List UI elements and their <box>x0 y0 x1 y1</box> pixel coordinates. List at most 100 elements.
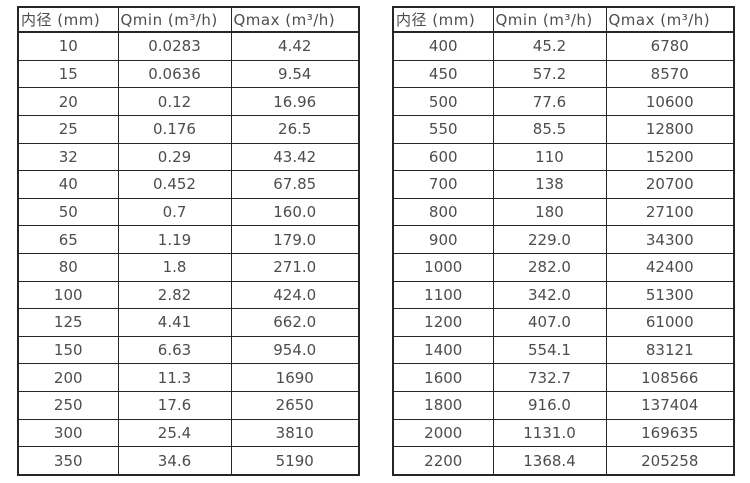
diameter-cell: 15 <box>17 59 119 89</box>
table-row: 550 85.5 12800 <box>392 115 735 144</box>
diameter-cell: 2000 <box>392 418 494 448</box>
table-row: 20 0.12 16.96 <box>17 87 360 116</box>
qmax-cell: 3810 <box>230 418 360 448</box>
qmax-cell: 137404 <box>605 390 735 420</box>
table-row: 350 34.6 5190 <box>17 446 360 476</box>
qmin-cell: 229.0 <box>492 225 607 254</box>
qmin-cell: 554.1 <box>492 335 607 365</box>
qmax-cell: 954.0 <box>230 335 360 365</box>
table-row: 15 0.0636 9.54 <box>17 59 360 89</box>
diameter-cell: 65 <box>17 225 119 254</box>
qmin-cell: 0.176 <box>117 115 232 144</box>
diameter-cell: 1800 <box>392 390 494 420</box>
qmax-cell: 179.0 <box>230 225 360 254</box>
table-row: 600 110 15200 <box>392 142 735 172</box>
qmax-cell: 83121 <box>605 335 735 365</box>
qmin-cell: 85.5 <box>492 115 607 144</box>
header-row: 内径 (mm) Qmin (m³/h) Qmax (m³/h) <box>392 6 735 33</box>
flow-table-large-diameters: 内径 (mm) Qmin (m³/h) Qmax (m³/h) 400 45.2 6780… <box>392 6 735 476</box>
flow-table-small-diameters: 内径 (mm) Qmin (m³/h) Qmax (m³/h) 10 0.0283 4.4… <box>17 6 360 476</box>
table-row: 400 45.2 6780 <box>392 31 735 61</box>
qmax-cell: 67.85 <box>230 170 360 199</box>
qmax-cell: 205258 <box>605 446 735 476</box>
qmin-cell: 138 <box>492 170 607 199</box>
diameter-cell: 350 <box>17 446 119 476</box>
column-header-0: 内径 (mm) <box>17 6 119 33</box>
diameter-cell: 125 <box>17 308 119 337</box>
qmax-cell: 26.5 <box>230 115 360 144</box>
qmin-cell: 0.0636 <box>117 59 232 89</box>
table-row: 2000 1131.0 169635 <box>392 418 735 448</box>
diameter-cell: 100 <box>17 280 119 310</box>
qmin-cell: 407.0 <box>492 308 607 337</box>
table-row: 100 2.82 424.0 <box>17 280 360 310</box>
diameter-cell: 550 <box>392 115 494 144</box>
diameter-cell: 700 <box>392 170 494 199</box>
qmin-cell: 342.0 <box>492 280 607 310</box>
qmax-cell: 20700 <box>605 170 735 199</box>
qmax-cell: 61000 <box>605 308 735 337</box>
qmin-cell: 77.6 <box>492 87 607 116</box>
diameter-cell: 1200 <box>392 308 494 337</box>
diameter-cell: 1000 <box>392 252 494 282</box>
table-row: 450 57.2 8570 <box>392 59 735 89</box>
column-header-2: Qmax (m³/h) <box>605 6 735 33</box>
qmax-cell: 169635 <box>605 418 735 448</box>
table-row: 1000 282.0 42400 <box>392 252 735 282</box>
table-row: 25 0.176 26.5 <box>17 115 360 144</box>
column-header-1: Qmin (m³/h) <box>117 6 232 33</box>
table-row: 1400 554.1 83121 <box>392 335 735 365</box>
table-row: 80 1.8 271.0 <box>17 252 360 282</box>
qmin-cell: 57.2 <box>492 59 607 89</box>
qmax-cell: 160.0 <box>230 197 360 227</box>
table-row: 500 77.6 10600 <box>392 87 735 116</box>
qmax-cell: 1690 <box>230 363 360 392</box>
qmin-cell: 180 <box>492 197 607 227</box>
qmin-cell: 1.8 <box>117 252 232 282</box>
diameter-cell: 25 <box>17 115 119 144</box>
table-row: 900 229.0 34300 <box>392 225 735 254</box>
diameter-cell: 50 <box>17 197 119 227</box>
qmax-cell: 271.0 <box>230 252 360 282</box>
diameter-cell: 450 <box>392 59 494 89</box>
qmin-cell: 4.41 <box>117 308 232 337</box>
qmax-cell: 43.42 <box>230 142 360 172</box>
qmin-cell: 0.452 <box>117 170 232 199</box>
qmin-cell: 916.0 <box>492 390 607 420</box>
diameter-cell: 32 <box>17 142 119 172</box>
table-row: 1800 916.0 137404 <box>392 390 735 420</box>
diameter-cell: 500 <box>392 87 494 116</box>
diameter-cell: 150 <box>17 335 119 365</box>
table-row: 300 25.4 3810 <box>17 418 360 448</box>
column-header-0: 内径 (mm) <box>392 6 494 33</box>
qmax-cell: 4.42 <box>230 31 360 61</box>
diameter-cell: 2200 <box>392 446 494 476</box>
qmax-cell: 16.96 <box>230 87 360 116</box>
diameter-cell: 1600 <box>392 363 494 392</box>
qmax-cell: 8570 <box>605 59 735 89</box>
diameter-cell: 300 <box>17 418 119 448</box>
table-row: 250 17.6 2650 <box>17 390 360 420</box>
table-row: 1100 342.0 51300 <box>392 280 735 310</box>
table-row: 150 6.63 954.0 <box>17 335 360 365</box>
diameter-cell: 600 <box>392 142 494 172</box>
diameter-cell: 400 <box>392 31 494 61</box>
qmin-cell: 1.19 <box>117 225 232 254</box>
diameter-cell: 1400 <box>392 335 494 365</box>
qmax-cell: 42400 <box>605 252 735 282</box>
diameter-cell: 80 <box>17 252 119 282</box>
qmin-cell: 11.3 <box>117 363 232 392</box>
qmin-cell: 1368.4 <box>492 446 607 476</box>
qmin-cell: 45.2 <box>492 31 607 61</box>
qmin-cell: 34.6 <box>117 446 232 476</box>
qmin-cell: 0.7 <box>117 197 232 227</box>
qmin-cell: 0.0283 <box>117 31 232 61</box>
qmax-cell: 6780 <box>605 31 735 61</box>
qmax-cell: 424.0 <box>230 280 360 310</box>
table-row: 32 0.29 43.42 <box>17 142 360 172</box>
table-row: 2200 1368.4 205258 <box>392 446 735 476</box>
diameter-cell: 40 <box>17 170 119 199</box>
table-row: 700 138 20700 <box>392 170 735 199</box>
qmax-cell: 2650 <box>230 390 360 420</box>
qmax-cell: 10600 <box>605 87 735 116</box>
